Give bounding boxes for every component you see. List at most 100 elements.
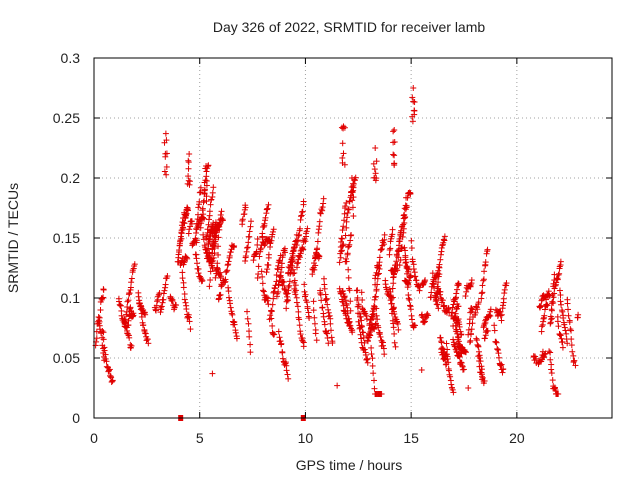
data-point <box>247 349 254 356</box>
data-point <box>357 313 364 320</box>
data-point <box>395 326 402 333</box>
data-point <box>370 160 377 167</box>
data-point <box>483 250 490 257</box>
data-point <box>551 385 558 392</box>
data-point <box>342 203 349 210</box>
data-point <box>446 309 453 316</box>
data-point <box>558 301 565 308</box>
data-point <box>560 315 567 322</box>
x-tick-label: 0 <box>90 430 98 446</box>
data-point <box>142 330 149 337</box>
data-point <box>217 269 224 276</box>
data-point <box>405 295 412 302</box>
data-point <box>337 254 344 261</box>
data-point <box>320 195 327 202</box>
data-point <box>197 184 204 191</box>
data-point <box>495 350 502 357</box>
data-point <box>106 366 113 373</box>
data-point <box>551 384 558 391</box>
data-point <box>254 236 261 243</box>
data-point <box>233 335 240 342</box>
data-point <box>374 316 381 323</box>
data-point <box>447 373 454 380</box>
x-tick-label: 20 <box>509 430 525 446</box>
data-point <box>407 302 414 309</box>
data-point <box>342 232 349 239</box>
data-point <box>390 280 397 287</box>
data-point <box>357 324 364 331</box>
data-point <box>375 324 382 331</box>
data-point <box>202 165 209 172</box>
data-point <box>254 274 261 281</box>
data-point <box>317 210 324 217</box>
data-point <box>463 288 470 295</box>
data-point <box>154 298 161 305</box>
grid <box>94 58 612 418</box>
data-point <box>327 320 334 327</box>
data-point <box>337 250 344 257</box>
data-point <box>441 233 448 240</box>
data-point <box>343 258 350 265</box>
data-point <box>318 297 325 304</box>
data-point <box>200 199 207 206</box>
data-point <box>484 327 491 334</box>
data-point <box>406 189 413 196</box>
data-point <box>291 270 298 277</box>
data-point <box>500 366 507 373</box>
data-point <box>370 370 377 377</box>
data-point <box>407 191 414 198</box>
data-point <box>373 312 380 319</box>
data-point <box>408 245 415 252</box>
data-point <box>118 312 125 319</box>
data-point <box>482 319 489 326</box>
data-point <box>359 305 366 312</box>
data-point <box>326 312 333 319</box>
data-point <box>460 366 467 373</box>
data-point <box>320 313 327 320</box>
data-point <box>315 229 322 236</box>
data-point <box>380 342 387 349</box>
data-point <box>434 301 441 308</box>
data-point <box>391 160 398 167</box>
data-point <box>246 333 253 340</box>
data-point <box>287 259 294 266</box>
data-point <box>387 238 394 245</box>
data-point <box>369 355 376 362</box>
data-point <box>206 208 213 215</box>
data-point <box>391 152 398 159</box>
data-point <box>394 267 401 274</box>
data-point <box>309 271 316 278</box>
data-point <box>392 343 399 350</box>
data-point <box>270 295 277 302</box>
data-point <box>435 305 442 312</box>
data-point <box>178 230 185 237</box>
data-point <box>561 321 568 328</box>
data-point <box>541 306 548 313</box>
data-point <box>304 305 311 312</box>
y-tick-label: 0.2 <box>61 170 81 186</box>
data-point <box>263 269 270 276</box>
data-point <box>402 256 409 263</box>
data-point <box>283 367 290 374</box>
data-point <box>297 331 304 338</box>
data-point <box>347 237 354 244</box>
data-point <box>328 334 335 341</box>
data-point <box>321 275 328 282</box>
data-point <box>343 214 350 221</box>
data-point <box>435 279 442 286</box>
data-point <box>312 254 319 261</box>
data-point <box>225 258 232 265</box>
data-point <box>129 313 136 320</box>
data-point <box>260 223 267 230</box>
data-point <box>210 184 217 191</box>
data-point <box>409 113 416 120</box>
data-point <box>497 312 504 319</box>
data-point <box>152 307 159 314</box>
data-point <box>478 290 485 297</box>
data-point <box>438 339 445 346</box>
data-point <box>455 353 462 360</box>
data-point <box>138 313 145 320</box>
data-point <box>349 197 356 204</box>
data-point <box>289 250 296 257</box>
data-point <box>435 285 442 292</box>
